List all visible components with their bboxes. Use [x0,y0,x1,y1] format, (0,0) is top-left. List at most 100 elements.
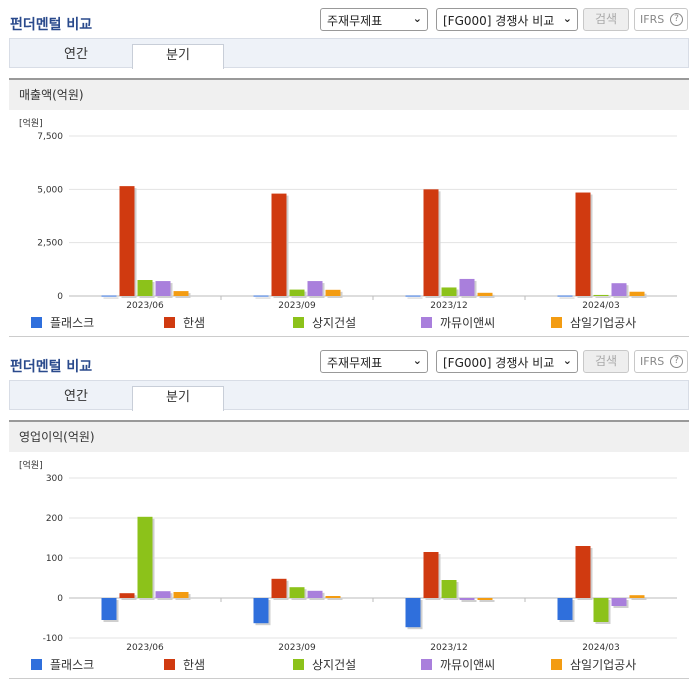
ifrs-button[interactable]: IFRS ? [634,8,688,31]
legend-label: 플래스크 [50,658,95,672]
bar[interactable] [611,598,627,606]
fundamental-panel-revenue: 펀더멘털 비교 주재무제표 ⌄ [FG000] 경쟁사 비교 ⌄ 검색 IFRS… [9,8,689,337]
peer-group-select[interactable]: [FG000] 경쟁사 비교 ⌄ [436,8,578,31]
legend-item[interactable]: 삼일기업공사 [551,656,636,673]
y-unit-label: [억원] [19,117,43,129]
legend-swatch [551,317,562,328]
legend-item[interactable]: 삼일기업공사 [551,314,636,331]
bar[interactable] [325,289,341,296]
bar[interactable] [289,587,305,598]
bar[interactable] [441,580,457,598]
operating-profit-chart-svg: [억원] -100 0 100 200 300 2023/06 2023/09 2023/12 2… [19,459,677,653]
statement-type-select[interactable]: 주재무제표 ⌄ [320,350,428,373]
bar-shadow [407,297,423,299]
chart-legend: 플래스크 한샘 상지건설 까뮤이앤씨 삼일기업공사 [9,654,689,674]
help-icon: ? [670,355,683,368]
search-button[interactable]: 검색 [583,8,629,31]
legend-item[interactable]: 상지건설 [293,656,356,673]
peer-group-value: [FG000] 경쟁사 비교 [443,14,555,28]
bar[interactable] [119,186,135,296]
bar[interactable] [557,598,573,620]
bar[interactable] [137,516,153,598]
bar[interactable] [307,590,323,598]
bar[interactable] [575,546,591,598]
legend-swatch [551,659,562,670]
bar[interactable] [629,595,645,598]
chevron-down-icon: ⌄ [562,12,572,25]
legend-swatch [164,317,175,328]
operating-profit-chart: [억원] -100 0 100 200 300 2023/06 2023/09 2023/12 2… [9,454,689,679]
legend-label: 삼일기업공사 [570,658,637,672]
legend-item[interactable]: 한샘 [164,656,205,673]
bar[interactable] [593,294,609,296]
bar[interactable] [173,291,189,296]
y-tick-label: 2,500 [37,239,63,249]
bar[interactable] [629,291,645,296]
legend-label: 상지건설 [312,658,357,672]
x-tick-label: 2023/12 [430,301,467,310]
bar[interactable] [477,598,493,600]
bar[interactable] [557,295,573,297]
y-tick-label: 100 [46,554,63,564]
legend-label: 삼일기업공사 [570,316,637,330]
peer-group-select[interactable]: [FG000] 경쟁사 비교 ⌄ [436,350,578,373]
chevron-down-icon: ⌄ [412,12,422,25]
y-tick-label: 7,500 [37,132,63,142]
bar[interactable] [325,596,341,598]
legend-item[interactable]: 한샘 [164,314,205,331]
bar[interactable] [459,598,475,600]
tab-quarterly[interactable]: 분기 [132,44,224,69]
tab-annual[interactable]: 연간 [64,47,88,62]
bar[interactable] [575,192,591,296]
x-tick-label: 2023/09 [278,301,316,310]
bar[interactable] [289,289,305,296]
statement-type-select[interactable]: 주재무제표 ⌄ [320,8,428,31]
bar[interactable] [253,598,269,624]
tab-annual[interactable]: 연간 [64,389,88,404]
bar-shadow [479,600,495,602]
legend-item[interactable]: 상지건설 [293,314,356,331]
bar[interactable] [405,295,421,297]
x-tick-label: 2023/12 [430,643,467,652]
bar-shadow [479,294,495,298]
statement-type-value: 주재무제표 [327,356,383,370]
bar[interactable] [271,578,287,598]
bar[interactable] [155,591,171,598]
bar[interactable] [423,552,439,598]
legend-item[interactable]: 플래스크 [31,314,94,331]
legend-item[interactable]: 플래스크 [31,656,94,673]
x-tick-label: 2024/03 [582,301,619,310]
x-tick-label: 2024/03 [582,643,619,652]
bar[interactable] [423,189,439,296]
legend-item[interactable]: 까뮤이앤씨 [421,314,495,331]
metric-label: 매출액(억원) [9,78,689,110]
bar[interactable] [101,295,117,297]
search-button[interactable]: 검색 [583,350,629,373]
y-tick-label: 300 [46,474,63,484]
bar[interactable] [477,292,493,296]
bar[interactable] [155,281,171,296]
bar[interactable] [119,593,135,598]
bar[interactable] [253,295,269,297]
ifrs-button[interactable]: IFRS ? [634,350,688,373]
bar[interactable] [173,592,189,598]
bar-shadow [595,296,611,298]
tab-quarterly[interactable]: 분기 [132,386,224,411]
legend-item[interactable]: 까뮤이앤씨 [421,656,495,673]
bar[interactable] [101,598,117,620]
bar[interactable] [611,283,627,296]
period-tabs: 연간 분기 [9,38,689,69]
legend-swatch [164,659,175,670]
y-tick-label: 0 [57,292,63,302]
bar[interactable] [137,280,153,296]
bar[interactable] [459,278,475,296]
bar[interactable] [271,193,287,296]
bar[interactable] [441,287,457,296]
legend-label: 한샘 [183,658,206,672]
bar[interactable] [405,598,421,628]
bar[interactable] [593,598,609,622]
revenue-chart: [억원] 0 2,500 5,000 7,500 2023/06 2023/09 2023/1… [9,112,689,337]
x-tick-label: 2023/06 [126,301,164,310]
legend-label: 한샘 [183,316,206,330]
bar[interactable] [307,281,323,296]
